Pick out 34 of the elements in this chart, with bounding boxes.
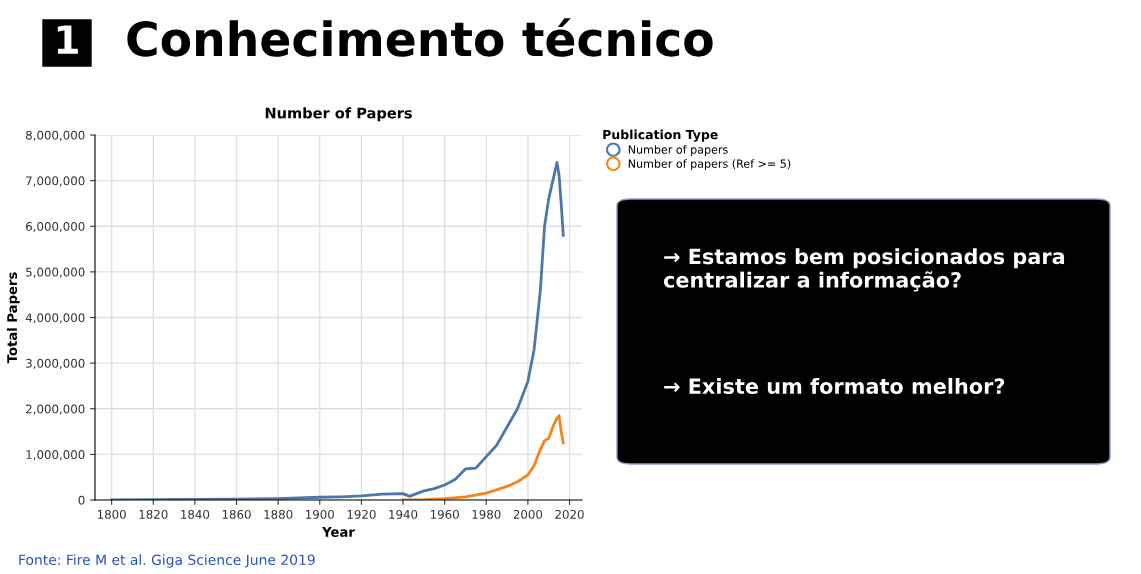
x-axis-title: Year [322, 527, 355, 537]
line-series [401, 414, 565, 500]
x-tick-label: 1920 [347, 509, 376, 519]
y-tick-label: 3,000,000 [26, 358, 85, 369]
x-tick-label: 1840 [181, 509, 210, 519]
text: 1 [57, 25, 78, 54]
legend-title: Publication Type [603, 129, 718, 142]
y-tick-label: 5,000,000 [26, 267, 85, 278]
legend-label: Number of papers (Ref >= 5) [628, 159, 791, 170]
y-tick-label: 2,000,000 [26, 404, 85, 415]
y-tick-label: 8,000,000 [26, 130, 85, 141]
x-tick-label: 1960 [430, 509, 459, 519]
y-axis-title: Total Papers [6, 272, 20, 364]
y-tick-label: 1,000,000 [26, 450, 85, 461]
x-tick-label: 1860 [222, 509, 251, 519]
x-tick-label: 1900 [306, 509, 335, 519]
y-tick-label: 7,000,000 [26, 176, 85, 187]
x-tick-label: 1980 [472, 509, 501, 519]
x-tick-label: 1880 [264, 509, 293, 519]
text: → Estamos bem posicionados para centralizar a informação? [663, 248, 1065, 292]
line-series [110, 160, 565, 500]
y-tick-label: 0 [78, 495, 85, 505]
text: → Existe um formato melhor? [664, 377, 1005, 395]
legend-label: Number of papers [628, 145, 728, 156]
x-tick-label: 2020 [555, 509, 584, 519]
x-tick-label: 2000 [513, 509, 543, 519]
y-tick-label: 6,000,000 [26, 221, 85, 233]
x-tick-label: 1800 [97, 509, 126, 519]
text: Conhecimento técnico [127, 18, 713, 57]
y-tick-label: 4,000,000 [25, 313, 85, 324]
chart-title: Number of Papers [265, 107, 412, 122]
x-tick-label: 1940 [389, 509, 418, 519]
source-note: Fonte: Fire M et al. Giga Science June 2019 [19, 554, 315, 568]
x-tick-label: 1820 [139, 509, 168, 519]
